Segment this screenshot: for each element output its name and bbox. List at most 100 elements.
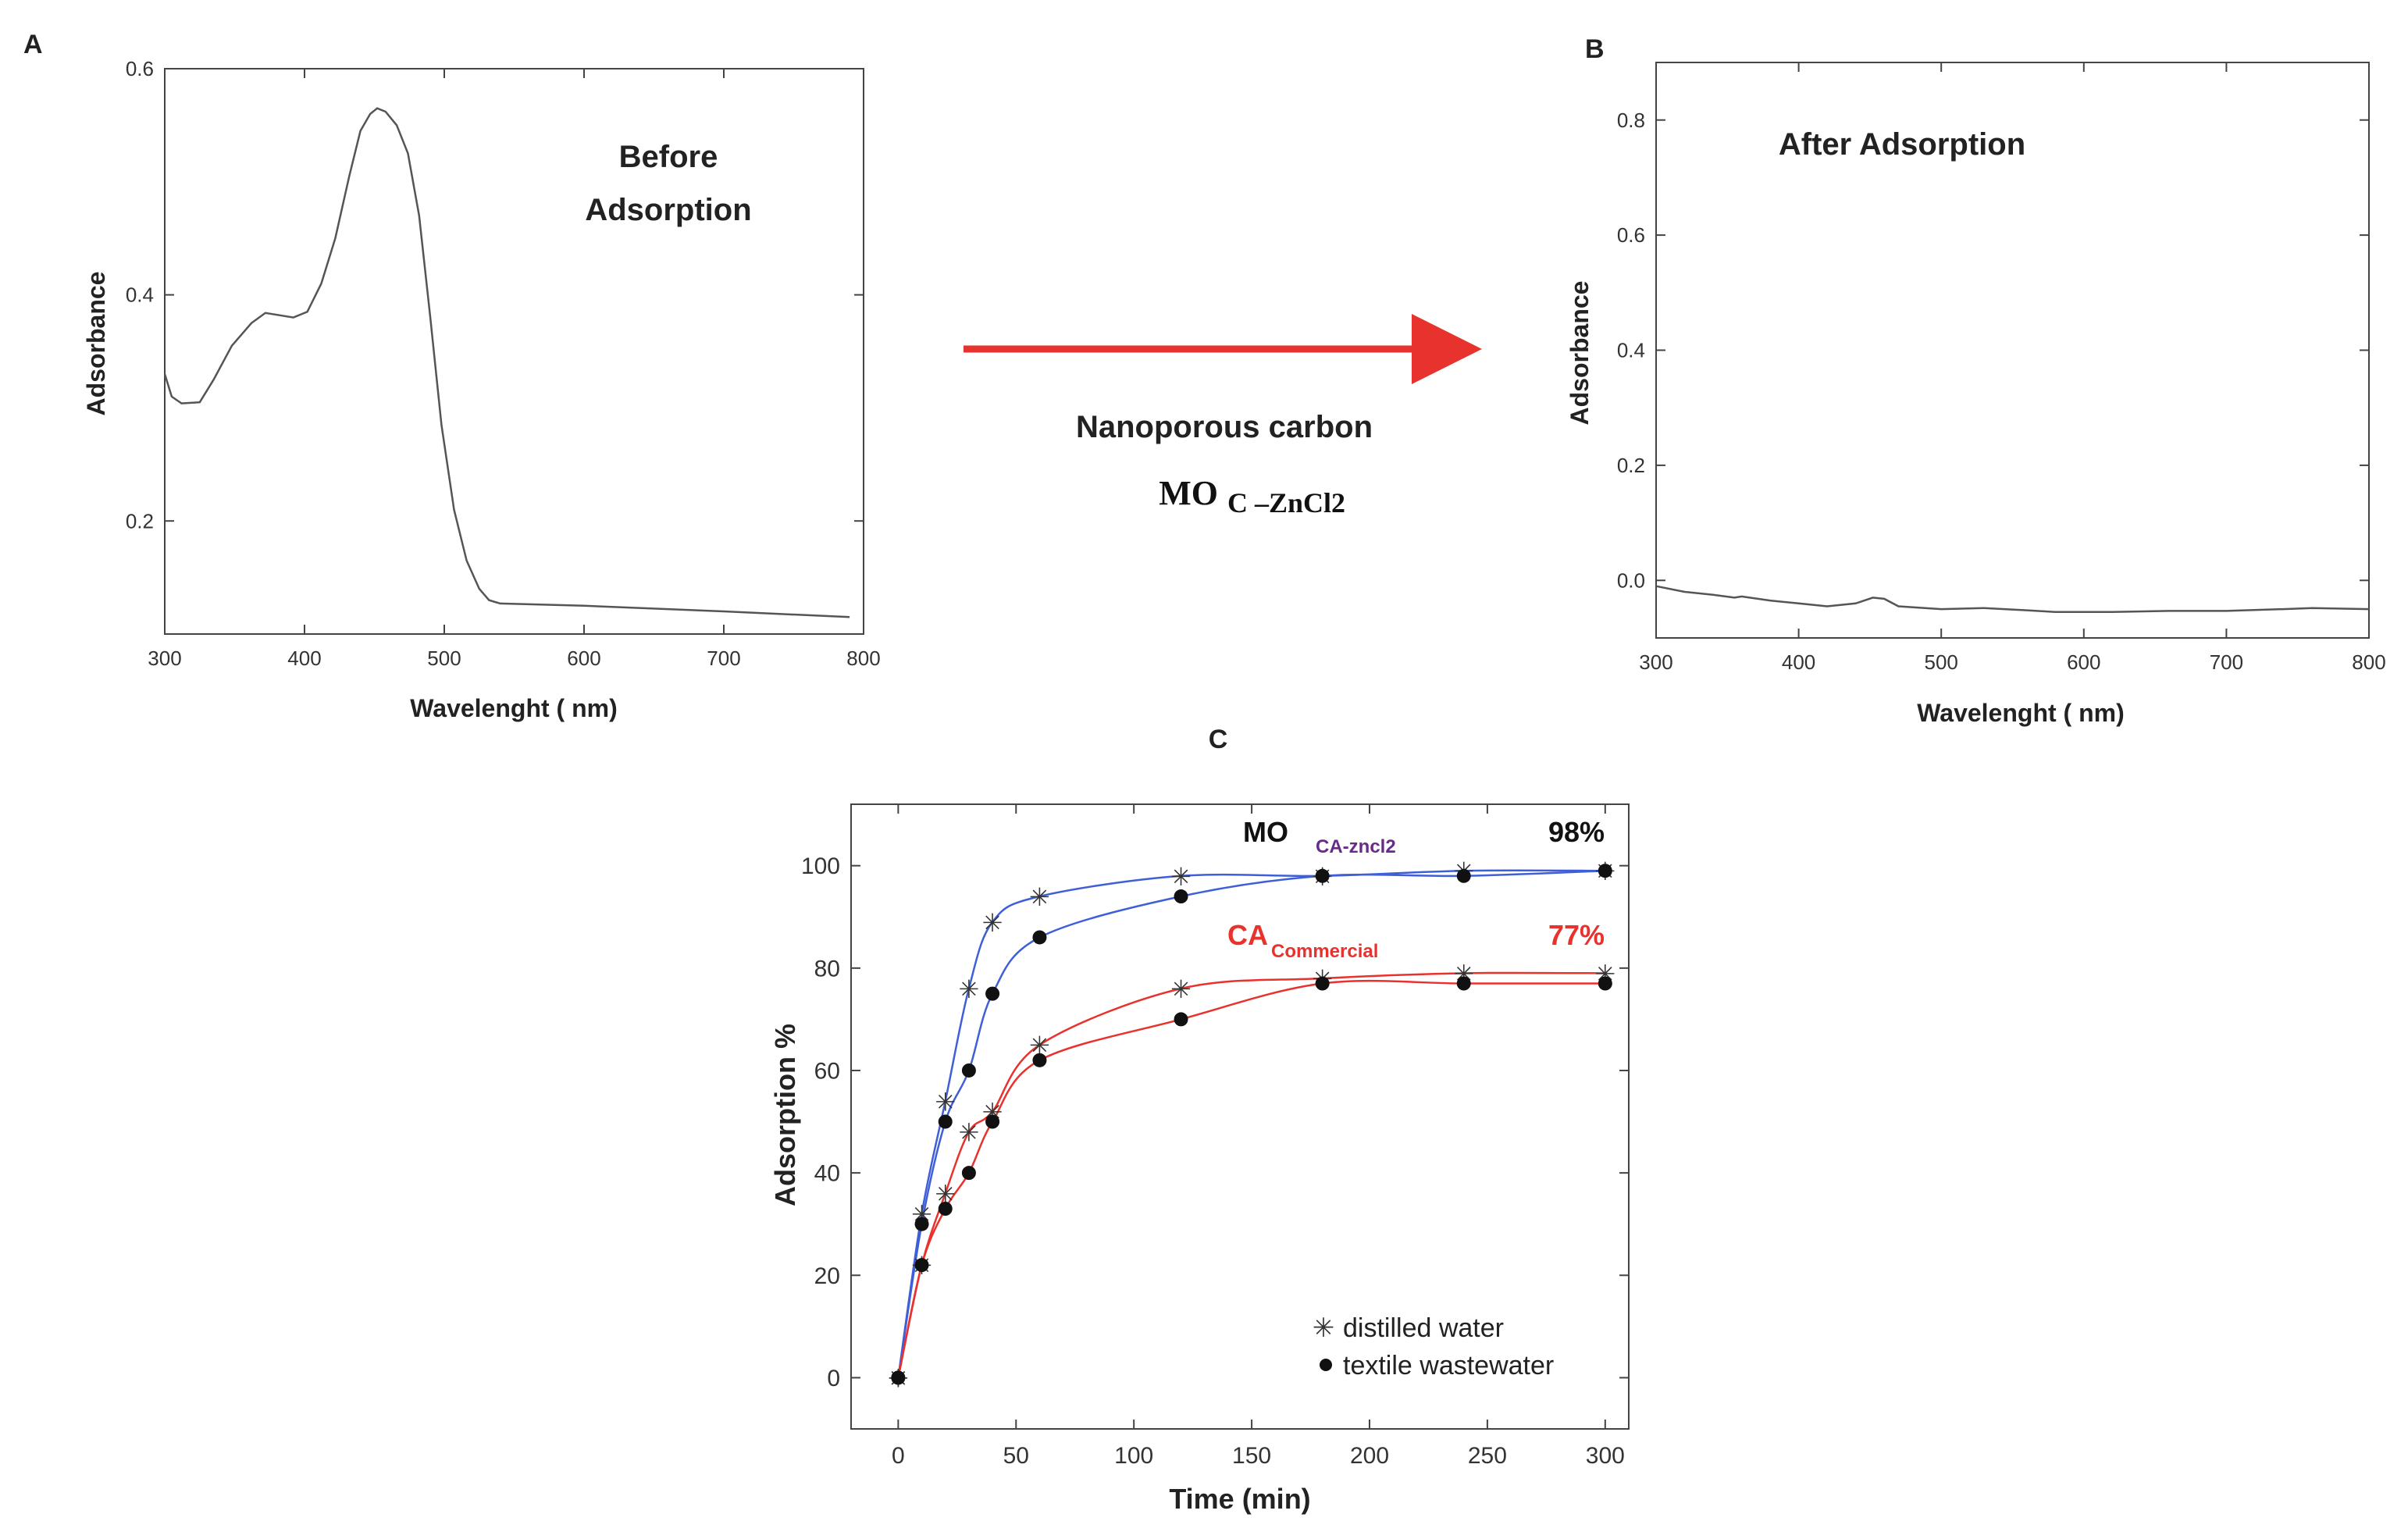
data-point-ca-textile-wastewater — [891, 1370, 906, 1385]
panel-a-chart: A 300 400 500 600 700 800 0.2 0.4 0.6 Before Ads… — [23, 30, 881, 722]
panel-c-y-tick-label: 80 — [814, 956, 840, 981]
panel-b-x-tick-label: 700 — [2210, 650, 2243, 674]
panel-b-x-tick-label: 800 — [2352, 650, 2385, 674]
data-point-mo-textile-wastewater — [1456, 868, 1471, 883]
data-point-mo-textile-wastewater — [1598, 864, 1612, 878]
data-point-ca-textile-wastewater — [1598, 976, 1612, 991]
panel-c-x-tick-label: 50 — [1003, 1443, 1029, 1469]
data-point-mo-textile-wastewater — [1315, 868, 1330, 883]
panel-c-y-tick-label: 60 — [814, 1058, 840, 1084]
data-point-ca-textile-wastewater — [1174, 1012, 1188, 1027]
ca-annotation-main: CA — [1227, 919, 1268, 951]
data-point-ca-textile-wastewater — [961, 1166, 976, 1181]
panel-c-y-tick-label: 0 — [827, 1366, 840, 1391]
panel-c-y-tick-label: 20 — [814, 1263, 840, 1289]
data-point-mo-textile-wastewater — [1032, 930, 1047, 945]
panel-a-y-tick-label: 0.4 — [126, 283, 154, 307]
panel-c-ticks: 0 50 100 150 200 250 300 0 20 40 60 80 100 — [801, 804, 1629, 1469]
panel-a-x-tick-label: 300 — [148, 647, 181, 670]
fit-curve-ca-distilled-water — [897, 971, 1605, 1378]
process-arrow: Nanoporous carbon MO C –ZnCl2 — [964, 314, 1482, 518]
panel-b-spectrum-line — [1655, 585, 2370, 614]
panel-b-x-axis-label: Wavelenght ( nm) — [1917, 699, 2124, 727]
panel-b-y-tick-label: 0.6 — [1617, 223, 1645, 247]
panel-b-y-tick-label: 0.2 — [1617, 454, 1645, 477]
panel-c-x-tick-label: 150 — [1232, 1443, 1271, 1469]
panel-a-label: A — [23, 30, 43, 59]
data-point-mo-textile-wastewater — [914, 1217, 929, 1231]
panel-a-spectrum-line — [163, 107, 850, 618]
mo-annotation-subscript: CA-zncl2 — [1316, 836, 1396, 857]
legend: ✳ distilled water textile wastewater — [1313, 1313, 1554, 1380]
data-point-mo-textile-wastewater — [961, 1063, 976, 1078]
arrow-label-mo: MO — [1159, 474, 1218, 512]
panel-c-y-tick-label: 40 — [814, 1161, 840, 1187]
panel-c-x-tick-label: 250 — [1468, 1443, 1507, 1469]
panel-a-x-tick-label: 500 — [427, 647, 461, 670]
ca-annotation-percent: 77% — [1548, 919, 1605, 951]
data-point-ca-textile-wastewater — [938, 1202, 953, 1217]
panel-a-title-line2: Adsorption — [585, 193, 751, 227]
panel-b-x-tick-label: 300 — [1639, 650, 1672, 674]
panel-a-y-tick-label: 0.6 — [126, 57, 154, 80]
panel-a-title-line1: Before — [619, 140, 718, 174]
legend-distilled-water: distilled water — [1343, 1313, 1504, 1343]
fit-curve-mo-textile-wastewater — [897, 869, 1605, 1378]
panel-b-chart: B 300 400 500 600 700 800 0.0 0.2 0.4 0.6 0.8 Afte… — [1566, 34, 2386, 727]
panel-c-y-tick-label: 100 — [801, 853, 840, 879]
panel-a-x-tick-label: 600 — [567, 647, 600, 670]
panel-c-x-tick-label: 200 — [1350, 1443, 1389, 1469]
panel-b-title: After Adsorption — [1779, 127, 2025, 162]
panel-a-y-axis-label: Adsorbance — [82, 272, 110, 416]
panel-c-markers: ✳✳✳✳✳✳✳✳✳✳✳✳✳✳✳✳✳✳✳✳ — [888, 857, 1615, 1392]
data-point-ca-distilled-water: ✳ — [1170, 975, 1192, 1003]
panel-c-plot-frame — [850, 803, 1630, 1430]
panel-b-x-tick-label: 400 — [1782, 650, 1815, 674]
panel-a-ticks: 300 400 500 600 700 800 0.2 0.4 0.6 — [126, 57, 881, 670]
fit-curve-mo-distilled-water — [897, 869, 1605, 1378]
data-point-mo-distilled-water: ✳ — [935, 1088, 956, 1116]
panel-a-plot-frame — [164, 68, 864, 635]
panel-a-y-tick-label: 0.2 — [126, 509, 154, 533]
panel-b-y-tick-label: 0.8 — [1617, 109, 1645, 132]
panel-a-x-tick-label: 700 — [707, 647, 740, 670]
panel-c-fit-curves — [897, 869, 1605, 1378]
panel-c-x-tick-label: 100 — [1114, 1443, 1153, 1469]
panel-a-x-tick-label: 800 — [846, 647, 880, 670]
data-point-ca-textile-wastewater — [985, 1114, 1000, 1129]
data-point-ca-textile-wastewater — [1315, 976, 1330, 991]
panel-b-x-tick-label: 600 — [2067, 650, 2100, 674]
data-point-ca-textile-wastewater — [1032, 1053, 1047, 1067]
panel-c-x-axis-label: Time (min) — [1169, 1483, 1310, 1515]
legend-star-symbol: ✳ — [1313, 1313, 1335, 1343]
data-point-mo-distilled-water: ✳ — [1170, 863, 1192, 891]
data-point-mo-distilled-water: ✳ — [959, 975, 980, 1003]
mo-annotation-main: MO — [1243, 816, 1288, 848]
panel-c-x-tick-label: 300 — [1586, 1443, 1625, 1469]
panel-b-y-axis-label: Adsorbance — [1566, 281, 1594, 426]
panel-c-x-tick-label: 0 — [892, 1443, 905, 1469]
data-point-ca-distilled-water: ✳ — [959, 1119, 980, 1147]
data-point-mo-textile-wastewater — [938, 1114, 953, 1129]
panel-b-y-tick-label: 0.4 — [1617, 339, 1645, 362]
panel-b-label: B — [1585, 34, 1605, 64]
ca-annotation-subscript: Commercial — [1271, 941, 1378, 962]
legend-textile-wastewater: textile wastewater — [1343, 1351, 1554, 1380]
fit-curve-ca-textile-wastewater — [897, 979, 1605, 1378]
data-point-mo-distilled-water: ✳ — [982, 909, 1003, 937]
arrow-label-line1: Nanoporous carbon — [1076, 410, 1373, 444]
mo-annotation-percent: 98% — [1548, 816, 1605, 848]
data-point-mo-textile-wastewater — [985, 986, 1000, 1001]
data-point-ca-textile-wastewater — [914, 1258, 929, 1273]
panel-c-y-axis-label: Adsorption % — [769, 1024, 801, 1206]
data-point-mo-textile-wastewater — [1174, 889, 1188, 904]
panel-b-ticks: 300 400 500 600 700 800 0.0 0.2 0.4 0.6 0.8 — [1617, 62, 2386, 674]
arrow-label-subscript: C –ZnCl2 — [1227, 487, 1345, 518]
data-point-ca-textile-wastewater — [1456, 976, 1471, 991]
data-point-mo-distilled-water: ✳ — [1029, 883, 1050, 911]
panel-c-label: C — [1209, 725, 1228, 754]
panel-a-x-tick-label: 400 — [287, 647, 321, 670]
panel-b-y-tick-label: 0.0 — [1617, 568, 1645, 592]
